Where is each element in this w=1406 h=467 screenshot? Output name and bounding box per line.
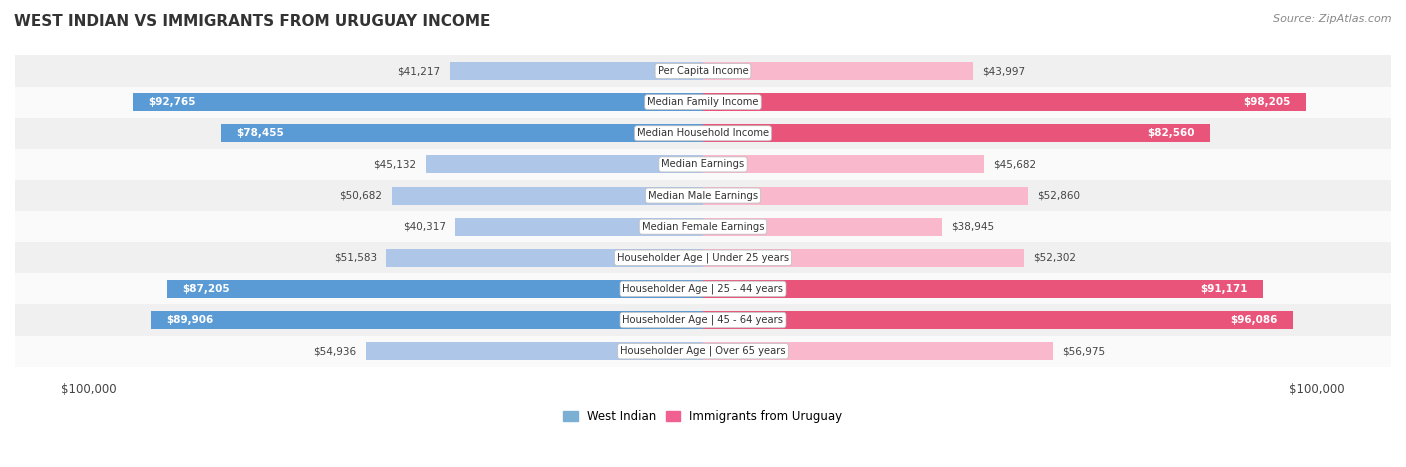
Bar <box>0 86 1406 118</box>
Bar <box>0 149 1406 180</box>
Text: Median Male Earnings: Median Male Earnings <box>648 191 758 200</box>
Bar <box>167 280 703 298</box>
Text: $45,132: $45,132 <box>374 159 416 170</box>
Text: Median Household Income: Median Household Income <box>637 128 769 138</box>
Bar <box>392 186 703 205</box>
Text: $52,860: $52,860 <box>1038 191 1080 200</box>
Bar <box>0 211 1406 242</box>
Legend: West Indian, Immigrants from Uruguay: West Indian, Immigrants from Uruguay <box>558 405 848 427</box>
Text: $54,936: $54,936 <box>314 346 356 356</box>
Text: $78,455: $78,455 <box>236 128 284 138</box>
Bar <box>221 124 703 142</box>
Text: Householder Age | 45 - 64 years: Householder Age | 45 - 64 years <box>623 315 783 325</box>
Text: $52,302: $52,302 <box>1033 253 1077 263</box>
Text: $96,086: $96,086 <box>1230 315 1278 325</box>
Bar <box>703 93 1306 111</box>
Text: Householder Age | Under 25 years: Householder Age | Under 25 years <box>617 253 789 263</box>
Text: Per Capita Income: Per Capita Income <box>658 66 748 76</box>
Bar <box>703 249 1025 267</box>
Bar <box>703 156 984 173</box>
Text: $43,997: $43,997 <box>983 66 1025 76</box>
Bar <box>0 118 1406 149</box>
Text: $92,765: $92,765 <box>149 97 195 107</box>
Bar <box>366 342 703 360</box>
Text: $45,682: $45,682 <box>993 159 1036 170</box>
Text: $41,217: $41,217 <box>398 66 440 76</box>
Text: $50,682: $50,682 <box>339 191 382 200</box>
Text: Median Family Income: Median Family Income <box>647 97 759 107</box>
Text: Source: ZipAtlas.com: Source: ZipAtlas.com <box>1274 14 1392 24</box>
Bar <box>703 342 1053 360</box>
Bar <box>703 62 973 80</box>
Bar <box>0 56 1406 86</box>
Bar <box>150 311 703 329</box>
Bar <box>456 218 703 236</box>
Bar <box>387 249 703 267</box>
Text: $82,560: $82,560 <box>1147 128 1195 138</box>
Text: $87,205: $87,205 <box>183 284 231 294</box>
Text: $51,583: $51,583 <box>333 253 377 263</box>
Text: Median Earnings: Median Earnings <box>661 159 745 170</box>
Text: Householder Age | 25 - 44 years: Householder Age | 25 - 44 years <box>623 283 783 294</box>
Text: $91,171: $91,171 <box>1201 284 1247 294</box>
Text: $40,317: $40,317 <box>404 222 446 232</box>
Bar <box>450 62 703 80</box>
Bar <box>703 186 1028 205</box>
Text: $56,975: $56,975 <box>1062 346 1105 356</box>
Bar <box>703 311 1294 329</box>
Bar <box>703 124 1211 142</box>
Bar <box>0 336 1406 367</box>
Text: Householder Age | Over 65 years: Householder Age | Over 65 years <box>620 346 786 356</box>
Bar <box>0 304 1406 336</box>
Bar <box>703 218 942 236</box>
Bar <box>703 280 1263 298</box>
Bar <box>0 242 1406 273</box>
Text: Median Female Earnings: Median Female Earnings <box>641 222 765 232</box>
Text: $89,906: $89,906 <box>166 315 214 325</box>
Text: $98,205: $98,205 <box>1243 97 1291 107</box>
Bar <box>426 156 703 173</box>
Text: $38,945: $38,945 <box>952 222 994 232</box>
Bar <box>134 93 703 111</box>
Bar <box>0 273 1406 304</box>
Text: WEST INDIAN VS IMMIGRANTS FROM URUGUAY INCOME: WEST INDIAN VS IMMIGRANTS FROM URUGUAY I… <box>14 14 491 29</box>
Bar <box>0 180 1406 211</box>
